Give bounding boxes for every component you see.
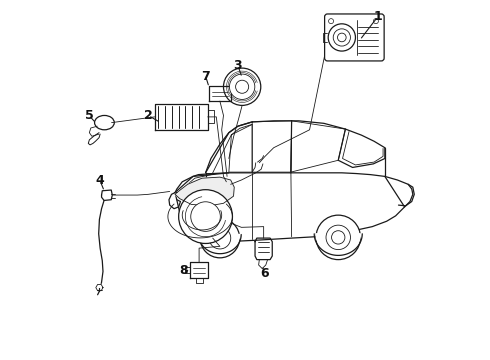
Circle shape (338, 33, 346, 42)
Polygon shape (191, 262, 208, 278)
Circle shape (191, 202, 220, 231)
Circle shape (373, 19, 378, 24)
Circle shape (229, 74, 255, 99)
Text: 5: 5 (85, 109, 94, 122)
Text: 2: 2 (144, 109, 152, 122)
Text: 8: 8 (179, 264, 188, 277)
Text: 7: 7 (201, 69, 210, 82)
Circle shape (329, 19, 334, 24)
Polygon shape (155, 104, 208, 130)
Text: 3: 3 (234, 59, 242, 72)
Ellipse shape (95, 116, 114, 130)
Polygon shape (96, 284, 103, 291)
Text: 1: 1 (373, 10, 382, 23)
Text: 6: 6 (260, 267, 269, 280)
Polygon shape (316, 234, 361, 254)
Circle shape (236, 80, 248, 93)
Circle shape (223, 68, 261, 105)
Circle shape (326, 225, 350, 249)
Polygon shape (175, 177, 234, 206)
Polygon shape (209, 86, 231, 101)
Circle shape (179, 190, 232, 243)
Circle shape (333, 29, 350, 46)
Circle shape (332, 231, 345, 244)
Circle shape (209, 227, 231, 249)
Circle shape (328, 24, 355, 51)
Polygon shape (200, 234, 240, 252)
FancyBboxPatch shape (324, 14, 384, 61)
Text: 4: 4 (96, 174, 104, 186)
Circle shape (316, 215, 361, 260)
Circle shape (200, 219, 240, 258)
Polygon shape (175, 173, 413, 241)
